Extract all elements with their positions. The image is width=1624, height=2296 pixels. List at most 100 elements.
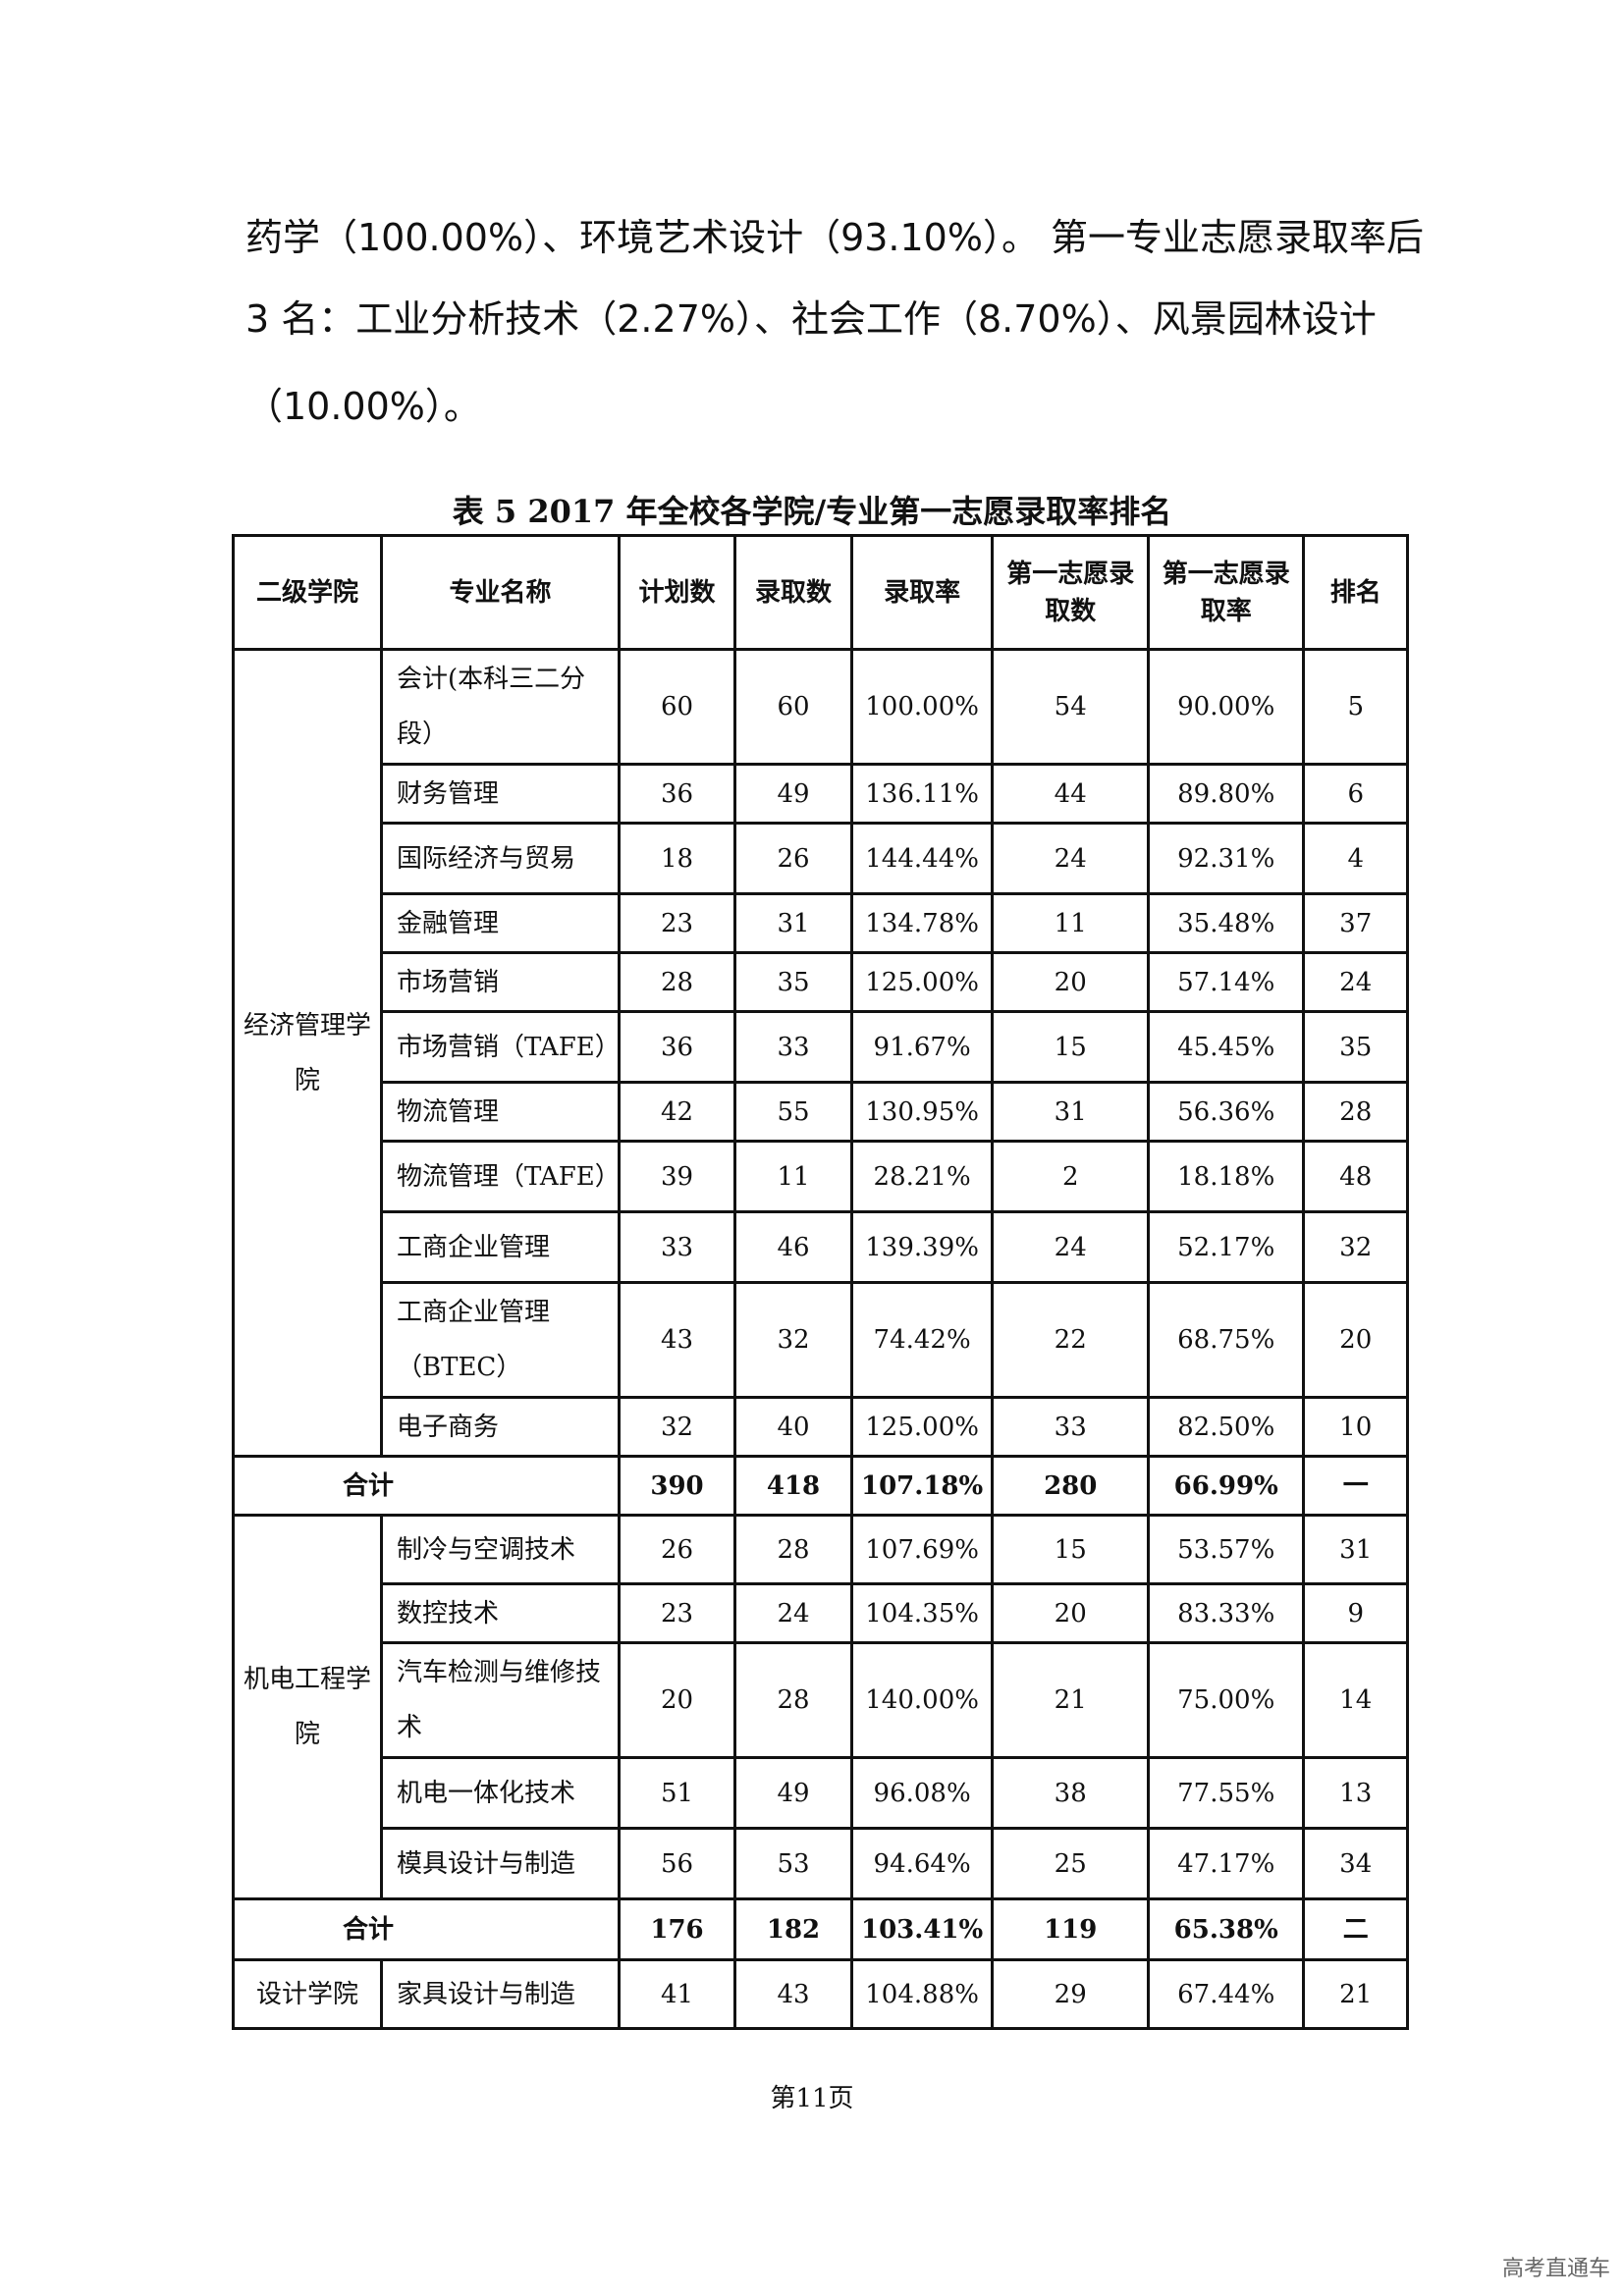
- data-cell: 56: [618, 1827, 736, 1900]
- data-cell: 24: [733, 1582, 853, 1644]
- table-row: 金融管理 23 31 134.78% 11 35.48% 37: [234, 892, 1410, 954]
- data-cell: 24: [991, 1210, 1151, 1284]
- data-cell: 15: [991, 1514, 1151, 1585]
- major-name: 汽车检测与维修技术: [380, 1641, 621, 1759]
- data-cell: 6: [1302, 763, 1410, 825]
- total-cell: 一: [1302, 1455, 1410, 1517]
- total-cell: 107.18%: [849, 1455, 995, 1517]
- data-cell: 24: [1302, 951, 1410, 1013]
- data-cell: 31: [991, 1081, 1151, 1143]
- data-cell: 2: [991, 1140, 1151, 1213]
- data-cell: 15: [991, 1010, 1151, 1084]
- data-cell: 23: [618, 1582, 736, 1644]
- table-row: 机电工程学院 制冷与空调技术 26 28 107.69% 15 53.57% 31: [232, 1514, 1410, 1900]
- data-cell: 60: [618, 648, 736, 766]
- data-cell: 44: [991, 763, 1151, 825]
- data-cell: 35: [1302, 1010, 1410, 1084]
- data-cell: 42: [618, 1081, 736, 1143]
- data-cell: 83.33%: [1147, 1582, 1306, 1644]
- total-row: 合计 390 418 107.18% 280 66.99% 一: [232, 1455, 1410, 1517]
- data-cell: 36: [618, 1010, 736, 1084]
- major-name: 会计(本科三二分段）: [380, 648, 621, 766]
- data-cell: 18.18%: [1147, 1140, 1306, 1213]
- data-cell: 82.50%: [1147, 1396, 1306, 1458]
- total-cell: 390: [618, 1455, 736, 1517]
- major-name: 数控技术: [380, 1582, 621, 1644]
- data-cell: 125.00%: [849, 951, 995, 1013]
- table-row: 物流管理（TAFE） 39 11 28.21% 2 18.18% 48: [234, 1140, 1410, 1213]
- data-cell: 104.88%: [849, 1958, 995, 2030]
- table-row: 市场营销（TAFE） 36 33 91.67% 15 45.45% 35: [234, 1010, 1410, 1084]
- data-cell: 43: [618, 1281, 736, 1399]
- data-cell: 20: [991, 951, 1151, 1013]
- data-cell: 52.17%: [1147, 1210, 1306, 1284]
- table-row: 经济管理学院 会计(本科三二分段） 60 60 100.00% 54 90.00% 5: [232, 648, 1410, 1458]
- total-cell: 418: [733, 1455, 853, 1517]
- data-cell: 20: [991, 1582, 1151, 1644]
- data-cell: 51: [618, 1756, 736, 1830]
- total-cell: 182: [733, 1897, 853, 1961]
- data-cell: 11: [733, 1140, 853, 1213]
- data-cell: 40: [733, 1396, 853, 1458]
- total-cell: 二: [1302, 1897, 1410, 1961]
- data-cell: 38: [991, 1756, 1151, 1830]
- paragraph-line-3: （10.00%）。: [245, 385, 481, 428]
- table-row: 汽车检测与维修技术 20 28 140.00% 21 75.00% 14: [234, 1641, 1410, 1759]
- data-cell: 54: [991, 648, 1151, 766]
- data-cell: 28: [733, 1641, 853, 1759]
- data-cell: 96.08%: [849, 1756, 995, 1830]
- data-cell: 139.39%: [849, 1210, 995, 1284]
- data-cell: 20: [618, 1641, 736, 1759]
- data-cell: 94.64%: [849, 1827, 995, 1900]
- column-header: 录取数: [733, 534, 853, 651]
- paragraph-line-1: 药学（100.00%）、环境艺术设计（93.10%）。 第一专业志愿录取率后: [245, 216, 1425, 259]
- table-row: 物流管理 42 55 130.95% 31 56.36% 28: [234, 1081, 1410, 1143]
- data-cell: 32: [618, 1396, 736, 1458]
- data-cell: 47.17%: [1147, 1827, 1306, 1900]
- data-cell: 77.55%: [1147, 1756, 1306, 1830]
- data-cell: 67.44%: [1147, 1958, 1306, 2030]
- data-cell: 130.95%: [849, 1081, 995, 1143]
- data-cell: 74.42%: [849, 1281, 995, 1399]
- major-name: 市场营销（TAFE）: [380, 1010, 621, 1084]
- table-row: 数控技术 23 24 104.35% 20 83.33% 9: [234, 1582, 1410, 1644]
- table-row: 设计学院 家具设计与制造 41 43 104.88% 29 67.44% 21: [232, 1958, 1410, 2030]
- table-row: 工商企业管理 33 46 139.39% 24 52.17% 32: [234, 1210, 1410, 1284]
- data-cell: 26: [733, 822, 853, 895]
- major-name: 机电一体化技术: [380, 1756, 621, 1830]
- data-cell: 49: [733, 1756, 853, 1830]
- watermark: 高考直通车: [1501, 2257, 1610, 2281]
- total-cell: 66.99%: [1147, 1455, 1306, 1517]
- data-cell: 14: [1302, 1641, 1410, 1759]
- data-cell: 35: [733, 951, 853, 1013]
- major-name: 工商企业管理（BTEC）: [380, 1281, 621, 1399]
- data-cell: 10: [1302, 1396, 1410, 1458]
- data-cell: 60: [733, 648, 853, 766]
- admission-table: 二级学院 专业名称 计划数 录取数 录取率 第一志愿录取数 第一志愿录取率 排名 经济管理学院会…: [232, 534, 1410, 2030]
- total-cell: 65.38%: [1147, 1897, 1306, 1961]
- data-cell: 28: [733, 1514, 853, 1585]
- major-name: 电子商务: [380, 1396, 621, 1458]
- table-row: 国际经济与贸易 18 26 144.44% 24 92.31% 4: [234, 822, 1410, 895]
- data-cell: 33: [733, 1010, 853, 1084]
- major-name: 市场营销: [380, 951, 621, 1013]
- data-cell: 21: [1302, 1958, 1410, 2030]
- data-cell: 36: [618, 763, 736, 825]
- table-row: 电子商务 32 40 125.00% 33 82.50% 10: [234, 1396, 1410, 1458]
- total-label: 合计: [232, 1897, 621, 1961]
- table-row: 市场营销 28 35 125.00% 20 57.14% 24: [234, 951, 1410, 1013]
- data-cell: 107.69%: [849, 1514, 995, 1585]
- data-cell: 43: [733, 1958, 853, 2030]
- data-cell: 39: [618, 1140, 736, 1213]
- data-cell: 35.48%: [1147, 892, 1306, 954]
- data-cell: 75.00%: [1147, 1641, 1306, 1759]
- major-name: 物流管理: [380, 1081, 621, 1143]
- data-cell: 41: [618, 1958, 736, 2030]
- table-row: 工商企业管理（BTEC） 43 32 74.42% 22 68.75% 20: [234, 1281, 1410, 1399]
- header-row: 二级学院 专业名称 计划数 录取数 录取率 第一志愿录取数 第一志愿录取率 排名: [232, 534, 1410, 651]
- data-cell: 11: [991, 892, 1151, 954]
- college-cell: 经济管理学院: [232, 648, 383, 1458]
- table-title: 表 5 2017 年全校各学院/专业第一志愿录取率排名: [452, 493, 1172, 530]
- data-cell: 4: [1302, 822, 1410, 895]
- data-cell: 37: [1302, 892, 1410, 954]
